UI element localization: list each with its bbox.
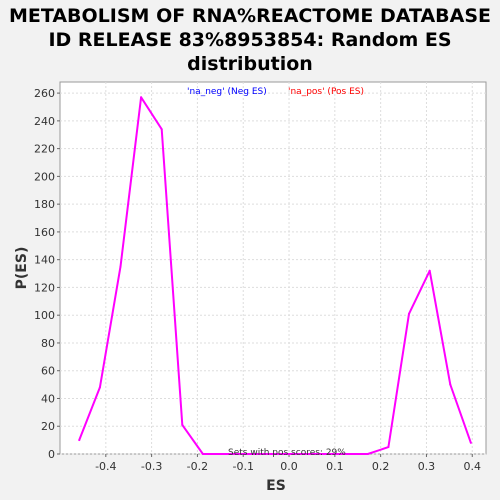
data-point bbox=[119, 265, 122, 268]
y-tick-label: 160 bbox=[34, 226, 55, 239]
y-tick-label: 100 bbox=[34, 309, 55, 322]
y-tick-label: 140 bbox=[34, 254, 55, 267]
y-tick-label: 20 bbox=[41, 420, 55, 433]
data-point bbox=[222, 453, 225, 455]
data-point bbox=[325, 453, 328, 455]
y-axis-label: P(ES) bbox=[14, 247, 30, 290]
data-point bbox=[449, 383, 452, 386]
x-tick-label: 0.1 bbox=[326, 460, 344, 473]
data-point bbox=[201, 453, 204, 455]
legend-neg: 'na_neg' (Neg ES) bbox=[187, 87, 267, 97]
es-distribution-line bbox=[78, 96, 472, 455]
y-tick-label: 220 bbox=[34, 143, 55, 156]
x-tick-label: 0.2 bbox=[372, 460, 390, 473]
data-point bbox=[428, 269, 431, 272]
chart-title-line-3: distribution bbox=[187, 53, 313, 75]
chart-title-line-1: METABOLISM OF RNA%REACTOME DATABASE bbox=[8, 5, 492, 27]
legend-pos: 'na_pos' (Pos ES) bbox=[288, 87, 364, 97]
x-tick-label: -0.1 bbox=[232, 460, 253, 473]
data-point bbox=[366, 453, 369, 455]
data-point bbox=[98, 386, 101, 389]
data-point bbox=[78, 439, 81, 442]
data-point bbox=[181, 423, 184, 426]
pos-scores-annotation: Sets with pos scores: 29% bbox=[228, 448, 346, 458]
chart-title-line-2: ID RELEASE 83%8953854: Random ES bbox=[48, 29, 452, 51]
y-tick-label: 80 bbox=[41, 337, 55, 350]
y-tick-label: 40 bbox=[41, 392, 55, 405]
y-axis-ticks: 0 20 40 60 80 100 120 140 160 180 200 220 240 260 bbox=[34, 87, 60, 461]
series-layer bbox=[78, 96, 472, 455]
x-axis-label: ES bbox=[266, 478, 286, 494]
data-point bbox=[160, 128, 163, 131]
plot-area bbox=[59, 81, 487, 455]
x-tick-label: -0.4 bbox=[95, 460, 116, 473]
data-point bbox=[243, 453, 246, 455]
data-point bbox=[346, 453, 349, 455]
y-tick-label: 120 bbox=[34, 281, 55, 294]
chart-title: METABOLISM OF RNA%REACTOME DATABASE ID R… bbox=[0, 4, 500, 76]
data-point bbox=[263, 453, 266, 455]
data-point bbox=[469, 441, 472, 444]
data-point bbox=[304, 453, 307, 455]
x-tick-label: -0.3 bbox=[141, 460, 162, 473]
y-tick-label: 200 bbox=[34, 170, 55, 183]
y-tick-label: 60 bbox=[41, 365, 55, 378]
x-axis-ticks: -0.4 -0.3 -0.2 -0.1 0.0 0.1 0.2 0.3 0.4 bbox=[95, 454, 481, 473]
x-tick-label: 0.0 bbox=[280, 460, 298, 473]
y-tick-label: 0 bbox=[48, 448, 55, 461]
grid-lines bbox=[60, 82, 486, 455]
data-point bbox=[387, 446, 390, 449]
x-tick-label: 0.3 bbox=[418, 460, 436, 473]
y-tick-label: 260 bbox=[34, 87, 55, 100]
y-tick-label: 240 bbox=[34, 115, 55, 128]
data-point bbox=[408, 312, 411, 315]
data-point bbox=[140, 96, 143, 99]
x-tick-label: -0.2 bbox=[187, 460, 208, 473]
y-tick-label: 180 bbox=[34, 198, 55, 211]
x-tick-label: 0.4 bbox=[464, 460, 482, 473]
data-point bbox=[284, 453, 287, 455]
